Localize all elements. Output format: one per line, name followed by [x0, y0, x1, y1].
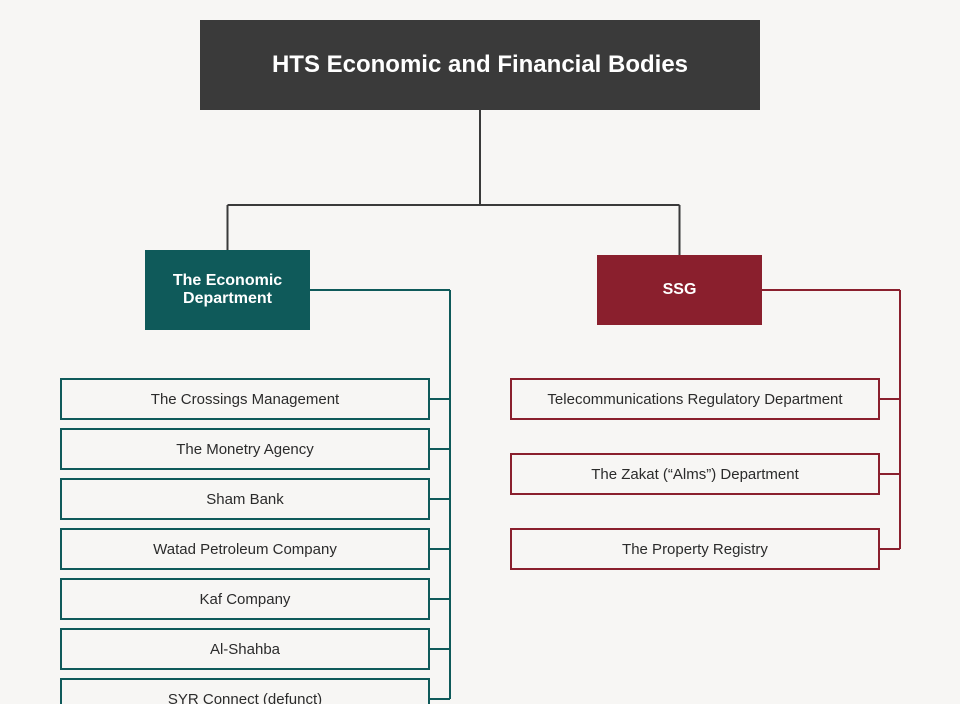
child-node: Sham Bank [60, 478, 430, 520]
child-node: The Monetry Agency [60, 428, 430, 470]
branch-node-ssg: SSG [597, 255, 762, 325]
child-node-label: Kaf Company [200, 591, 291, 608]
child-node: Watad Petroleum Company [60, 528, 430, 570]
child-node: Kaf Company [60, 578, 430, 620]
child-node-label: The Zakat (“Alms”) Department [591, 466, 799, 483]
child-node: The Property Registry [510, 528, 880, 570]
child-node-label: The Property Registry [622, 541, 768, 558]
branch-node-label: The Economic Department [153, 272, 302, 308]
child-node: SYR Connect (defunct) [60, 678, 430, 704]
root-node: HTS Economic and Financial Bodies [200, 20, 760, 110]
child-node-label: Telecommunications Regulatory Department [547, 391, 842, 408]
branch-node-label: SSG [663, 281, 697, 299]
child-node: Telecommunications Regulatory Department [510, 378, 880, 420]
child-node-label: Al-Shahba [210, 641, 280, 658]
root-node-label: HTS Economic and Financial Bodies [272, 51, 688, 79]
child-node-label: SYR Connect (defunct) [168, 691, 322, 704]
org-chart: HTS Economic and Financial Bodies The Ec… [0, 0, 960, 704]
child-node-label: Sham Bank [206, 491, 284, 508]
child-node-label: Watad Petroleum Company [153, 541, 337, 558]
child-node: The Zakat (“Alms”) Department [510, 453, 880, 495]
child-node: Al-Shahba [60, 628, 430, 670]
branch-node-economic-department: The Economic Department [145, 250, 310, 330]
child-node-label: The Crossings Management [151, 391, 339, 408]
child-node-label: The Monetry Agency [176, 441, 314, 458]
child-node: The Crossings Management [60, 378, 430, 420]
